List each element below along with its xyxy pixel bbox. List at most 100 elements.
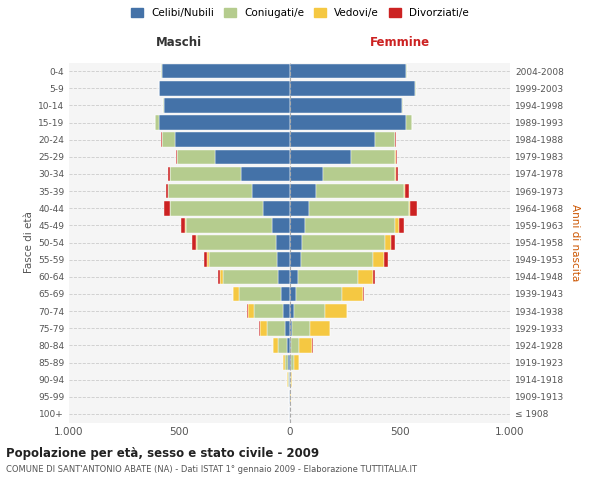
Text: COMUNE DI SANT'ANTONIO ABATE (NA) - Dati ISTAT 1° gennaio 2009 - Elaborazione TU: COMUNE DI SANT'ANTONIO ABATE (NA) - Dati… <box>6 466 417 474</box>
Bar <box>164 98 290 112</box>
Bar <box>409 201 410 216</box>
Bar <box>160 115 290 130</box>
Bar <box>196 235 197 250</box>
Bar <box>168 184 252 198</box>
Bar <box>290 338 291 352</box>
Bar <box>290 166 323 181</box>
Bar <box>177 150 215 164</box>
Bar <box>287 338 290 352</box>
Bar <box>161 132 175 147</box>
Bar <box>163 98 164 112</box>
Bar <box>155 115 160 130</box>
Bar <box>310 321 329 336</box>
Bar <box>310 201 409 216</box>
Bar <box>290 235 302 250</box>
Bar <box>281 286 290 301</box>
Bar <box>298 270 358 284</box>
Bar <box>290 64 406 78</box>
Bar <box>290 115 406 130</box>
Bar <box>323 166 395 181</box>
Bar <box>170 201 263 216</box>
Bar <box>285 355 289 370</box>
Bar <box>260 321 268 336</box>
Y-axis label: Anni di nascita: Anni di nascita <box>569 204 580 281</box>
Bar <box>396 166 398 181</box>
Bar <box>290 218 305 232</box>
Bar <box>175 132 290 147</box>
Text: Maschi: Maschi <box>156 36 202 49</box>
Bar <box>290 286 296 301</box>
Bar <box>278 270 290 284</box>
Bar <box>290 132 376 147</box>
Bar <box>288 372 289 387</box>
Y-axis label: Fasce di età: Fasce di età <box>24 212 34 274</box>
Text: Femmine: Femmine <box>370 36 430 49</box>
Bar <box>290 81 415 96</box>
Bar <box>290 270 298 284</box>
Bar <box>241 166 290 181</box>
Bar <box>292 321 310 336</box>
Bar <box>192 235 196 250</box>
Bar <box>186 218 272 232</box>
Bar <box>406 115 412 130</box>
Bar <box>290 184 316 198</box>
Bar <box>220 270 223 284</box>
Bar <box>358 270 373 284</box>
Bar <box>276 235 290 250</box>
Bar <box>204 252 207 267</box>
Bar <box>402 98 403 112</box>
Bar <box>209 252 277 267</box>
Text: Popolazione per età, sesso e stato civile - 2009: Popolazione per età, sesso e stato civil… <box>6 448 319 460</box>
Bar <box>170 166 241 181</box>
Bar <box>233 286 239 301</box>
Bar <box>289 372 290 387</box>
Bar <box>395 150 397 164</box>
Bar <box>290 201 310 216</box>
Bar <box>291 338 299 352</box>
Bar <box>168 166 170 181</box>
Bar <box>239 286 281 301</box>
Bar <box>272 218 290 232</box>
Bar <box>254 304 283 318</box>
Bar <box>343 286 364 301</box>
Bar <box>291 372 292 387</box>
Bar <box>283 304 290 318</box>
Bar <box>373 252 385 267</box>
Bar <box>385 235 391 250</box>
Bar <box>181 218 185 232</box>
Bar <box>385 252 388 267</box>
Bar <box>273 338 278 352</box>
Bar <box>263 201 290 216</box>
Bar <box>302 235 385 250</box>
Bar <box>398 218 404 232</box>
Bar <box>289 355 290 370</box>
Bar <box>290 150 351 164</box>
Bar <box>290 321 292 336</box>
Bar <box>391 235 395 250</box>
Bar <box>325 304 347 318</box>
Bar <box>351 150 395 164</box>
Bar <box>305 218 395 232</box>
Bar <box>185 218 186 232</box>
Bar <box>197 235 276 250</box>
Bar <box>395 218 398 232</box>
Bar <box>290 355 294 370</box>
Bar <box>290 98 402 112</box>
Bar <box>404 184 405 198</box>
Bar <box>316 184 404 198</box>
Bar <box>248 304 254 318</box>
Bar <box>376 132 395 147</box>
Bar <box>252 184 290 198</box>
Bar <box>290 304 294 318</box>
Bar <box>296 286 343 301</box>
Bar <box>218 270 220 284</box>
Bar <box>268 321 285 336</box>
Bar <box>290 372 291 387</box>
Bar <box>294 355 299 370</box>
Bar <box>405 184 409 198</box>
Bar <box>176 150 177 164</box>
Bar <box>166 184 168 198</box>
Bar <box>294 304 325 318</box>
Bar <box>160 81 290 96</box>
Bar <box>285 321 290 336</box>
